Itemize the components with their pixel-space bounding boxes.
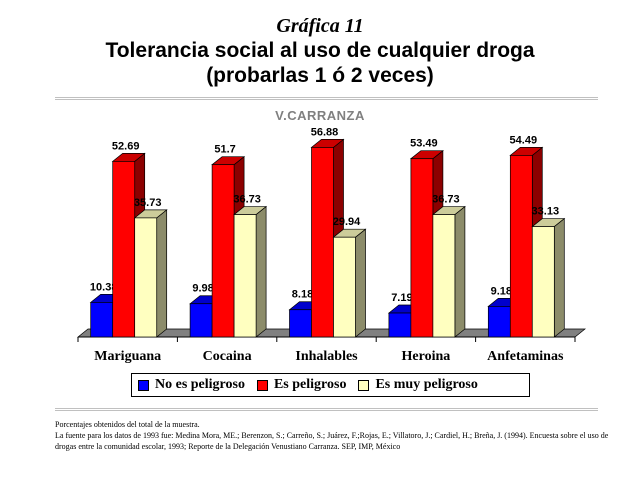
bar-value-label: 52.69 [112, 140, 140, 152]
legend-label: Es peligroso [273, 377, 347, 392]
bar-value-label: 7.19 [391, 292, 412, 304]
bar-value-label: 56.88 [311, 126, 339, 138]
x-tick-label: Heroina [402, 349, 451, 364]
bar-value-label: 53.49 [410, 138, 438, 150]
bar [432, 214, 456, 338]
legend-item-es-peligroso: Es peligroso [256, 377, 347, 393]
bar-value-label: 54.49 [510, 134, 538, 146]
legend-label: Es muy peligroso [375, 377, 478, 392]
bar-value-label: 8.18 [292, 289, 313, 301]
bar [289, 309, 312, 338]
chart-subtitle: V.CARRANZA [275, 108, 365, 123]
bar [189, 303, 213, 338]
legend-swatch-yellow [358, 379, 370, 391]
bar [90, 302, 114, 338]
bar-side-face [553, 217, 565, 338]
bar [333, 236, 356, 338]
bar [211, 164, 235, 338]
graph-number: Gráfica 11 [276, 15, 364, 37]
legend-item-no-es-peligroso: No es peligroso [138, 377, 245, 393]
bar-side-face [156, 209, 168, 338]
legend-item-es-muy-peligroso: Es muy peligroso [358, 377, 478, 393]
chart-title-block: Gráfica 11 Tolerancia social al uso de c… [0, 14, 640, 88]
bar [388, 312, 412, 338]
legend-swatch-blue [138, 379, 149, 391]
header-divider [55, 97, 598, 100]
footer-divider [55, 408, 598, 411]
chart-legend: No es peligroso Es peligroso Es muy peli… [131, 373, 530, 397]
bar-value-label: 51.7 [214, 144, 235, 156]
footer-note-sample: Porcentajes obtenidos del total de la mu… [55, 420, 200, 429]
bar-value-label: 35.73 [134, 197, 162, 209]
bar-value-label: 9.18 [491, 285, 512, 297]
chart-title-line-2: (probarlas 1 ó 2 veces) [206, 64, 434, 87]
x-tick-label: Inhalables [295, 349, 358, 364]
bar [509, 155, 533, 338]
bar [112, 161, 136, 338]
x-tick-label: Mariguana [94, 349, 161, 364]
bar [487, 306, 511, 338]
bar [410, 158, 434, 338]
bar-value-label: 29.94 [333, 216, 361, 228]
x-tick-label: Anfetaminas [487, 349, 564, 364]
bar-value-label: 9.98 [192, 283, 213, 295]
chart-title-line-1: Tolerancia social al uso de cualquier dr… [105, 39, 535, 62]
bar-value-label: 36.73 [432, 194, 460, 206]
bar-value-label: 33.13 [532, 206, 560, 218]
legend-swatch-red [256, 379, 268, 391]
bar-side-face [454, 205, 466, 338]
bar [531, 226, 555, 338]
legend-label: No es peligroso [155, 377, 245, 392]
bar [233, 214, 257, 338]
bar [311, 147, 334, 338]
bar [134, 217, 158, 338]
footer-notes: Porcentajes obtenidos del total de la mu… [55, 419, 625, 452]
footer-note-source: La fuente para los datos de 1993 fue: Me… [55, 431, 609, 451]
bar-value-label: 10.38 [90, 281, 118, 293]
bar-side-face [355, 228, 366, 338]
x-tick-label: Cocaina [203, 349, 252, 364]
bar-value-label: 36.73 [233, 194, 261, 206]
bar-side-face [255, 205, 267, 338]
